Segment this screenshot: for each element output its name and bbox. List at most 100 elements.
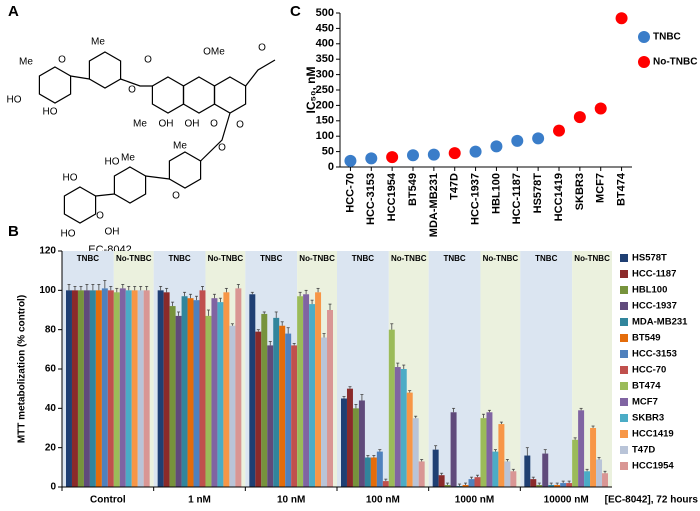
x-tick-label: SKBR3 [574,173,586,210]
ring [38,66,72,104]
legend-swatch [620,462,628,470]
atom-label: HO [7,95,22,106]
bar [554,485,561,487]
point [427,148,440,161]
bar [352,408,359,487]
x-tick-label: MDA-MB231 [428,173,440,237]
bar [572,439,579,487]
bar [279,325,286,487]
bar [119,288,126,487]
legend-swatch [620,382,628,390]
bar [315,292,322,487]
point [490,140,503,153]
y-tick-label: 250 [316,84,334,96]
x-tick-label: 1 nM [188,495,211,506]
legend-label: No-TNBC [653,57,697,68]
bar [468,479,475,487]
legend-swatch [620,254,628,262]
band-label: TNBC [260,254,282,263]
atom-label: O [144,55,152,66]
legend-label: MCF7 [632,397,658,408]
y-tick-label: 500 [316,7,334,19]
atom-label: OH [105,227,120,238]
bar [169,306,176,487]
x-tick-label: HCC-3153 [365,173,377,225]
bar [602,473,608,487]
bar [101,288,108,487]
bar [255,331,262,487]
band-label: TNBC [168,254,190,263]
legend-swatch [620,318,628,326]
legend-label: HCC-1937 [632,301,677,312]
bar [530,479,537,487]
x-tick-label: HCC-70 [344,173,356,213]
atom-label: OH [185,119,200,130]
structure [38,51,276,224]
bar [438,475,445,487]
bond [200,112,231,162]
bar [113,292,120,487]
bar [388,329,395,487]
y-tick-label: 450 [316,22,334,34]
atom-label: O [236,120,244,131]
y-tick-label: 100 [39,285,56,296]
bar [291,345,298,487]
bar [125,290,132,487]
atom-label: HO [61,229,76,240]
bar [498,424,505,487]
y-tick-label: 40 [45,403,57,414]
bar [217,302,224,487]
bar [193,300,200,487]
band-label: TNBC [352,254,374,263]
y-tick-label: 200 [316,99,334,111]
bar [327,310,333,487]
bar [143,290,150,487]
atom-label: HO [63,173,78,184]
bar [211,298,218,487]
x-tick-label: HBL100 [490,173,502,214]
bar [341,398,347,487]
bar [107,290,114,487]
point [511,134,524,147]
y-tick-label: 0 [328,161,334,173]
atom-label: Me [121,153,135,164]
ring [213,76,247,114]
atom-label: HO [105,157,120,168]
bar [560,483,567,487]
legend-swatch [620,270,628,278]
legend-label: MDA-MB231 [632,317,688,328]
bar [77,290,84,487]
atom-label: Me [91,37,105,48]
bar [199,290,206,487]
atom-label: HO [43,107,58,118]
legend-marker [638,31,650,43]
y-tick-label: 60 [45,364,57,375]
bar [542,453,549,487]
bar [486,412,493,487]
bar [175,315,182,487]
bar [566,483,573,487]
y-tick-label: 400 [316,38,334,50]
point [615,12,628,25]
x-tick-label: HS578T [532,173,544,214]
ring [113,166,147,204]
point [573,111,586,124]
y-tick-label: 50 [322,146,334,158]
y-axis-label: MTT metabolization (% control) [17,295,28,443]
panel-letter: B [8,223,19,240]
x-tick-label: BT474 [615,172,627,206]
y-tick-label: 120 [39,246,56,257]
y-tick-label: 150 [316,115,334,127]
band-label: No-TNBC [483,254,519,263]
y-tick-label: 350 [316,53,334,65]
bar [229,325,236,487]
bar [303,294,310,487]
bond [245,59,276,87]
bar [524,455,531,487]
point [344,154,357,167]
bar [89,290,96,487]
legend-swatch [620,414,628,422]
bar [261,313,268,487]
band-label: No-TNBC [574,254,610,263]
bar [444,485,451,487]
